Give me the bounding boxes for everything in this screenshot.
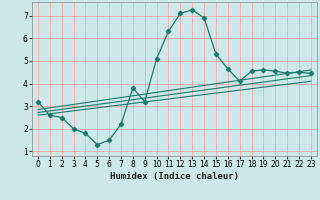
X-axis label: Humidex (Indice chaleur): Humidex (Indice chaleur) xyxy=(110,172,239,181)
